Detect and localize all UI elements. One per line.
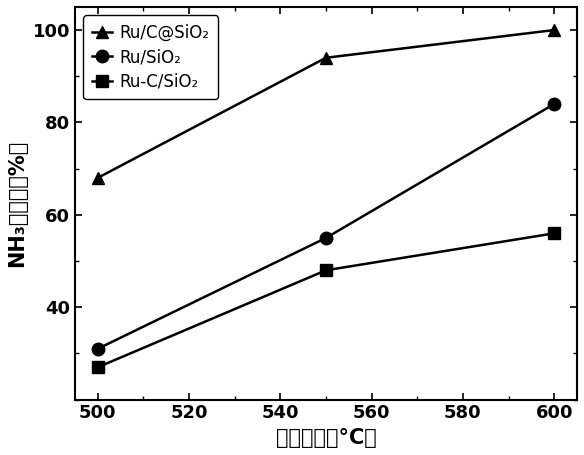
Line: Ru/C@SiO₂: Ru/C@SiO₂ xyxy=(92,24,561,184)
Ru/SiO₂ xyxy=(322,235,329,241)
Line: Ru-C/SiO₂: Ru-C/SiO₂ xyxy=(92,227,561,374)
X-axis label: 反应温度（°C）: 反应温度（°C） xyxy=(276,428,376,448)
Ru/C@SiO₂ xyxy=(322,55,329,61)
Ru/SiO₂ xyxy=(551,101,558,106)
Ru-C/SiO₂ xyxy=(322,268,329,273)
Ru-C/SiO₂ xyxy=(94,364,101,370)
Legend: Ru/C@SiO₂, Ru/SiO₂, Ru-C/SiO₂: Ru/C@SiO₂, Ru/SiO₂, Ru-C/SiO₂ xyxy=(83,15,218,99)
Line: Ru/SiO₂: Ru/SiO₂ xyxy=(92,98,561,355)
Ru/C@SiO₂ xyxy=(551,27,558,33)
Y-axis label: NH₃转化率（%）: NH₃转化率（%） xyxy=(7,140,27,267)
Ru/C@SiO₂ xyxy=(94,175,101,181)
Ru-C/SiO₂ xyxy=(551,231,558,236)
Ru/SiO₂ xyxy=(94,346,101,352)
